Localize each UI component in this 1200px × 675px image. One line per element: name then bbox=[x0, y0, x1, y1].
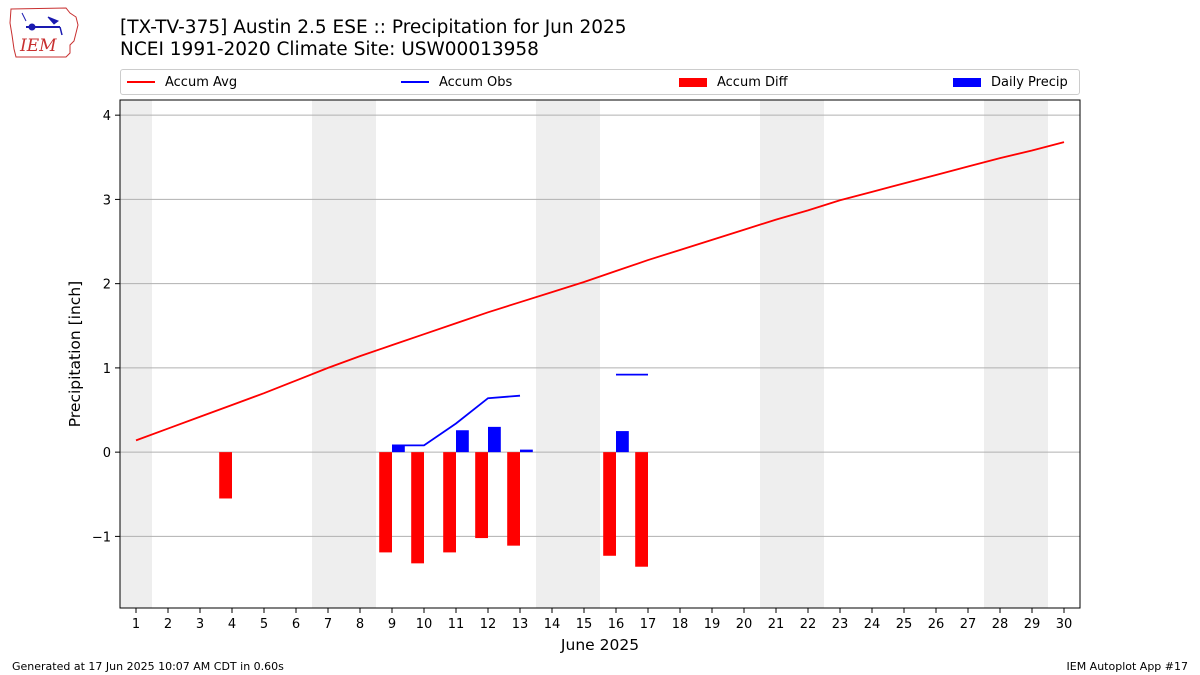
y-tick-label-1: 1 bbox=[103, 362, 111, 377]
weekend-shade-day-7 bbox=[312, 100, 344, 608]
legend-label-accum-obs: Accum Obs bbox=[439, 74, 513, 90]
legend-swatch-accum-obs bbox=[401, 81, 429, 83]
legend-swatch-accum-diff bbox=[679, 77, 707, 87]
x-tick-label-25: 25 bbox=[896, 617, 913, 632]
x-tick-label-18: 18 bbox=[672, 617, 689, 632]
accum-diff-bar-day-11 bbox=[443, 452, 456, 553]
x-tick-label-29: 29 bbox=[1024, 617, 1041, 632]
generated-timestamp: Generated at 17 Jun 2025 10:07 AM CDT in… bbox=[12, 660, 284, 673]
accum-diff-bar-day-4 bbox=[219, 452, 232, 499]
y-tick-label-4: 4 bbox=[103, 109, 111, 124]
x-tick-label-16: 16 bbox=[608, 617, 625, 632]
legend-item-accum-avg: Accum Avg bbox=[127, 70, 237, 94]
logo-text: IEM bbox=[19, 36, 57, 56]
accum-avg-line bbox=[135, 141, 1065, 442]
x-tick-label-10: 10 bbox=[416, 617, 433, 632]
daily-precip-bar-day-12 bbox=[488, 426, 501, 453]
accum-diff-bar-day-13 bbox=[507, 452, 520, 546]
x-tick-label-9: 9 bbox=[388, 617, 396, 632]
x-tick-label-4: 4 bbox=[228, 617, 236, 632]
x-tick-label-14: 14 bbox=[544, 617, 561, 632]
iem-logo: IEM bbox=[9, 7, 79, 58]
x-tick-label-5: 5 bbox=[260, 617, 268, 632]
weekend-shade-day-1 bbox=[120, 100, 152, 608]
x-tick-label-15: 15 bbox=[576, 617, 593, 632]
x-tick-label-17: 17 bbox=[640, 617, 657, 632]
x-tick-label-23: 23 bbox=[832, 617, 849, 632]
x-tick-label-21: 21 bbox=[768, 617, 785, 632]
legend-item-accum-obs: Accum Obs bbox=[401, 70, 512, 94]
accum-diff-bar-day-9 bbox=[379, 452, 392, 553]
daily-precip-bar-day-9 bbox=[392, 445, 405, 453]
x-tick-label-30: 30 bbox=[1056, 617, 1073, 632]
weekend-shade-day-21 bbox=[760, 100, 792, 608]
accum-diff-bar-day-17 bbox=[635, 452, 648, 567]
x-tick-label-12: 12 bbox=[480, 617, 497, 632]
x-tick-label-11: 11 bbox=[448, 617, 465, 632]
weekend-shade-day-29 bbox=[1016, 100, 1048, 608]
legend-label-daily-precip: Daily Precip bbox=[991, 74, 1068, 90]
legend-item-accum-diff: Accum Diff bbox=[679, 70, 788, 94]
iowa-state-outline bbox=[9, 7, 79, 58]
app-credit: IEM Autoplot App #17 bbox=[1066, 660, 1189, 673]
y-tick-label-2: 2 bbox=[103, 278, 111, 293]
accum-diff-bar-day-16 bbox=[603, 452, 616, 556]
daily-precip-bar-day-11 bbox=[456, 430, 469, 453]
chart-title: [TX-TV-375] Austin 2.5 ESE :: Precipitat… bbox=[120, 17, 627, 38]
weekend-shade-day-14 bbox=[536, 100, 568, 608]
y-tick-label-0: 0 bbox=[103, 446, 111, 461]
x-tick-label-3: 3 bbox=[196, 617, 204, 632]
accum-diff-bar-day-10 bbox=[411, 452, 424, 564]
x-tick-label-22: 22 bbox=[800, 617, 817, 632]
x-tick-label-28: 28 bbox=[992, 617, 1009, 632]
legend-swatch-daily-precip bbox=[953, 77, 981, 87]
weekend-shade-day-15 bbox=[568, 100, 600, 608]
chart-subtitle: NCEI 1991-2020 Climate Site: USW00013958 bbox=[120, 39, 539, 60]
weekend-shade-day-28 bbox=[984, 100, 1016, 608]
daily-precip-bar-day-13 bbox=[520, 449, 533, 453]
x-tick-label-20: 20 bbox=[736, 617, 753, 632]
y-tick-label--1: −1 bbox=[92, 530, 111, 545]
x-tick-label-2: 2 bbox=[164, 617, 172, 632]
accum-diff-bar-day-12 bbox=[475, 452, 488, 539]
y-tick-label-3: 3 bbox=[103, 193, 111, 208]
legend-swatch-accum-avg bbox=[127, 81, 155, 83]
y-axis-label: Precipitation [inch] bbox=[66, 281, 84, 427]
daily-precip-bar-day-16 bbox=[616, 431, 629, 453]
x-tick-label-1: 1 bbox=[132, 617, 140, 632]
x-tick-label-6: 6 bbox=[292, 617, 300, 632]
x-tick-label-27: 27 bbox=[960, 617, 977, 632]
weekend-shade-day-8 bbox=[344, 100, 376, 608]
plot-frame bbox=[119, 99, 1081, 609]
weekend-shade-day-22 bbox=[792, 100, 824, 608]
x-tick-label-13: 13 bbox=[512, 617, 529, 632]
x-tick-label-7: 7 bbox=[324, 617, 332, 632]
legend-item-daily-precip: Daily Precip bbox=[953, 70, 1068, 94]
legend: Accum Avg Accum Obs Accum Diff Daily Pre… bbox=[120, 69, 1080, 95]
accum-obs-line-segment-1 bbox=[392, 394, 521, 447]
x-tick-label-19: 19 bbox=[704, 617, 721, 632]
x-axis-label: June 2025 bbox=[560, 636, 639, 654]
legend-label-accum-diff: Accum Diff bbox=[717, 74, 788, 90]
x-tick-label-26: 26 bbox=[928, 617, 945, 632]
legend-label-accum-avg: Accum Avg bbox=[165, 74, 238, 90]
x-tick-label-24: 24 bbox=[864, 617, 881, 632]
weather-station-icon bbox=[21, 12, 63, 36]
x-tick-label-8: 8 bbox=[356, 617, 364, 632]
